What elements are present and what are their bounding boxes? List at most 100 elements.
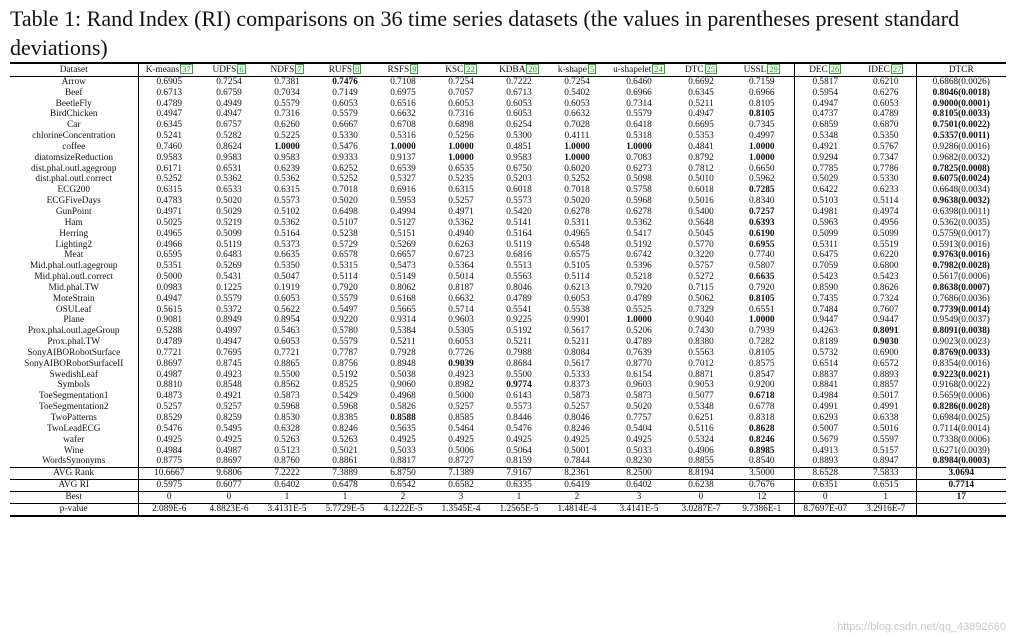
table-cell: 0.6692: [688, 76, 714, 87]
table-cell: 0.6483: [216, 250, 242, 261]
table-cell: 0.5103: [812, 196, 839, 207]
citation-ref[interactable]: 8: [353, 64, 362, 74]
table-cell: 0.5000: [156, 272, 183, 283]
citation-ref[interactable]: 6: [237, 64, 246, 74]
table-cell: 0.9583: [506, 152, 532, 163]
citation-ref[interactable]: 27: [890, 64, 904, 74]
table-cell: 0.4789: [156, 337, 183, 348]
table-cell: 0.7740: [730, 250, 795, 262]
table-cell: 0.5315: [332, 261, 358, 272]
table-cell: 0.6905: [156, 76, 183, 87]
citation-ref[interactable]: 22: [464, 64, 477, 74]
table-cell: 0.5525: [626, 304, 652, 315]
table-cell: 0.9447: [812, 315, 839, 326]
table-cell: 0.6018: [506, 185, 532, 196]
table-cell: 0.4981: [812, 206, 839, 217]
table-cell: 0.6742: [626, 250, 652, 261]
table-cell: 0.8770: [626, 358, 652, 369]
table-cell: 0.8385: [332, 413, 358, 423]
table-cell: 0.5679: [812, 434, 839, 445]
table-row: diatomsizeReduction 0.9583 0.9583 0.9583 0.9…: [10, 152, 1006, 164]
table-cell: 0.7159: [730, 76, 795, 88]
table-cell: 0.5269: [216, 261, 242, 272]
table-cell: 0.5615: [156, 304, 183, 315]
table-row: Prox.phal.TW 0.4789 0.4947 0.6053 0.5579 0.52…: [10, 337, 1006, 348]
table-cell: 1.0000: [390, 141, 416, 152]
table-cell: 1: [490, 490, 548, 504]
row-label: Mid.phal.outl.agegroup: [10, 261, 139, 273]
table-cell: 0.7484: [812, 304, 839, 315]
table-cell: 0.6757: [216, 120, 242, 131]
table-row: Meat 0.6595 0.6483 0.6635 0.6578 0.6657 0.6723…: [10, 250, 1006, 262]
table-cell: 0.6531: [216, 163, 242, 174]
row-label: wafer: [10, 434, 139, 446]
table-cell: 0.7988: [506, 347, 532, 358]
table-cell: 0.8246: [564, 423, 590, 434]
table-cell: 0.5953: [390, 196, 416, 207]
table-cell: 7.3889: [316, 467, 374, 480]
row-label: ToeSegmentation1: [10, 391, 139, 403]
table-cell: 0.7920: [626, 282, 652, 293]
table-cell: 0.8985: [730, 445, 795, 457]
table-cell: 0.5211: [506, 337, 532, 348]
table-cell: 0.5826: [390, 402, 416, 413]
citation-ref[interactable]: 5: [587, 64, 597, 74]
table-cell: 0.5010: [688, 174, 714, 185]
row-label: BeetleFly: [10, 98, 139, 110]
citation-ref[interactable]: 24: [652, 64, 665, 74]
table-cell: 0.8530: [274, 413, 300, 423]
column-name: NDFS: [270, 65, 295, 75]
table-cell: 0.9220: [332, 315, 358, 326]
table-row: GunPoint 0.4971 0.5029 0.5102 0.6498 0.4994 0.…: [10, 206, 1006, 218]
table-cell: 0.8446: [506, 413, 532, 423]
table-cell: 0.6657: [390, 250, 416, 261]
table-cell: 0.5362(0.0035): [932, 217, 990, 228]
table-cell: 0.6816: [506, 250, 532, 261]
table-cell: 0.4966: [156, 239, 183, 250]
table-cell: 1: [856, 490, 917, 504]
row-label: Prox.phal.TW: [10, 337, 139, 348]
table-cell: 0.8817: [390, 456, 416, 467]
table-cell: 0.6018: [688, 185, 714, 196]
table-cell: 0.8548: [216, 380, 242, 391]
citation-ref[interactable]: 26: [828, 64, 842, 74]
citation-ref[interactable]: 29: [767, 64, 780, 74]
table-cell: 0.5252: [332, 174, 358, 185]
table-cell: 0.5020: [626, 402, 652, 413]
table-cell: 0.4965: [156, 228, 183, 239]
table-cell: 0.6632: [390, 109, 416, 120]
citation-ref[interactable]: 37: [180, 64, 193, 74]
table-cell: 0.5000: [448, 391, 474, 402]
table-cell: 0.6475: [812, 250, 839, 261]
row-label: Car: [10, 120, 139, 132]
table-cell: 0.8354(0.0016): [932, 358, 990, 369]
table-cell: 0.7254: [216, 76, 242, 87]
table-cell: 0.6708: [390, 120, 416, 131]
table-row: BirdChicken 0.4947 0.4947 0.7316 0.5579 0.663…: [10, 109, 1006, 121]
table-cell: 0.5047: [274, 272, 300, 283]
citation-ref[interactable]: 9: [410, 64, 419, 74]
table-cell: 0.6393: [730, 217, 795, 229]
table-cell: 0.8684: [506, 358, 532, 369]
table-row: Lighting2 0.4966 0.5119 0.5373 0.5729 0.5269 0…: [10, 239, 1006, 251]
table-cell: 0.5372: [216, 304, 242, 315]
table-cell: 0.5016: [856, 423, 917, 435]
row-label: ECGFiveDays: [10, 196, 139, 207]
table-cell: 0.6315: [448, 185, 474, 196]
citation-ref[interactable]: 20: [526, 64, 539, 74]
table-row: Plane 0.9081 0.8949 0.8954 0.9220 0.9314 0.960…: [10, 315, 1006, 327]
table-cell: 0.5324: [688, 434, 714, 445]
citation-ref[interactable]: 25: [704, 64, 718, 74]
table-cell: 0.8062: [390, 282, 416, 293]
table-cell: 0.4925: [448, 434, 474, 445]
table-cell: 0.4789: [626, 337, 652, 348]
column-name: Dataset: [59, 64, 88, 75]
citation-ref[interactable]: 7: [295, 64, 304, 74]
column-header: k-shape 5: [548, 61, 606, 77]
table-cell: 0.5127: [390, 217, 416, 228]
table-cell: 0.5579: [626, 109, 652, 120]
table-cell: 0.6515: [856, 479, 917, 492]
table-cell: 2: [374, 490, 432, 504]
table-cell: 0.5541: [506, 304, 532, 315]
table-cell: 0.8540: [730, 456, 795, 468]
